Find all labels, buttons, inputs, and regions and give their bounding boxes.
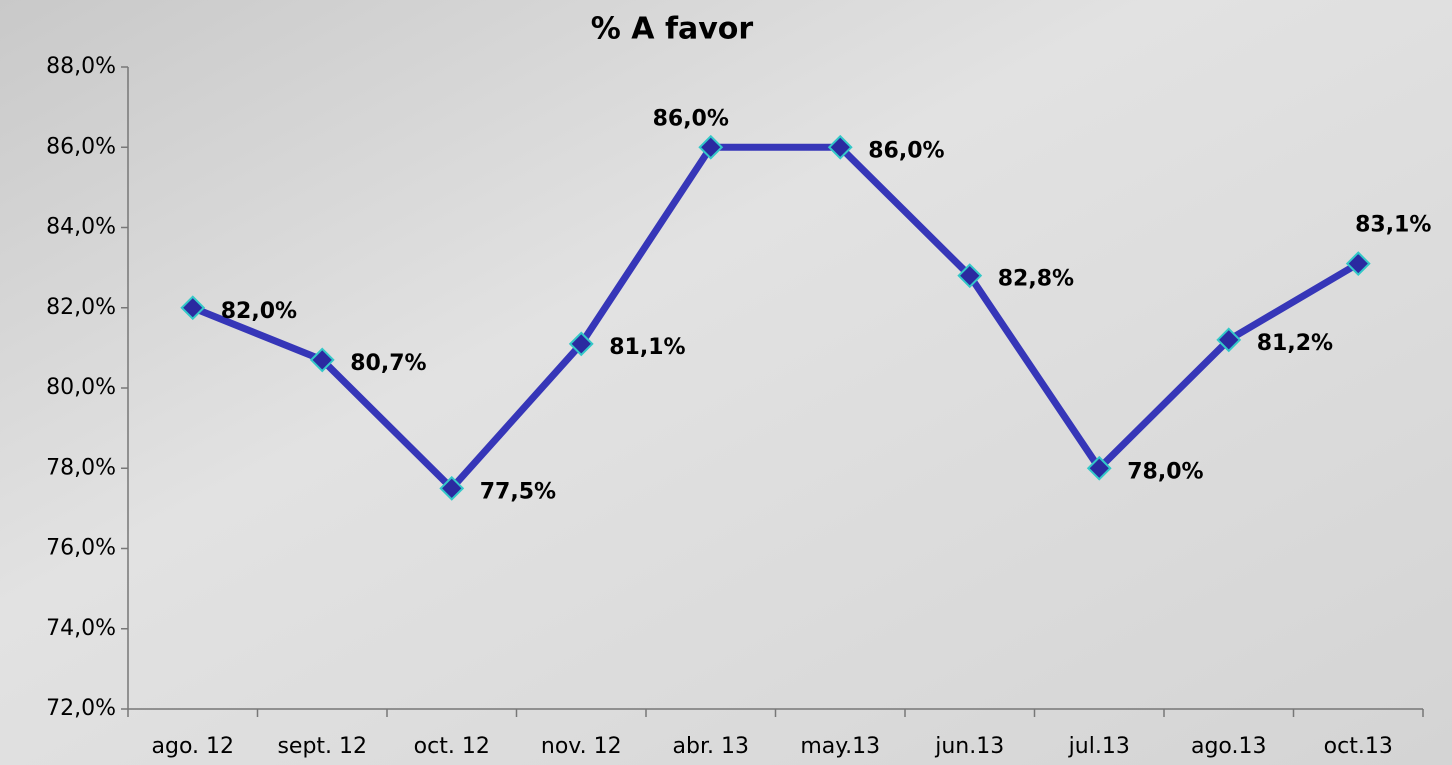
value-label: 80,7%	[350, 351, 426, 376]
x-tick-label: ago. 12	[152, 734, 235, 759]
marker	[1216, 327, 1242, 353]
x-tick-label: jul.13	[1068, 734, 1130, 759]
value-label: 86,0%	[868, 138, 944, 163]
marker	[698, 134, 724, 160]
marker	[309, 347, 335, 373]
value-label: 81,1%	[609, 335, 685, 360]
data-line	[191, 143, 1361, 492]
x-tick-label: sept. 12	[277, 734, 367, 759]
value-label: 82,0%	[221, 299, 297, 324]
marker	[1345, 251, 1371, 277]
x-tick-label: oct.13	[1324, 734, 1393, 759]
chart-title: % A favor	[591, 12, 754, 47]
y-tick-label: 76,0%	[46, 536, 116, 561]
marker	[957, 263, 983, 289]
y-tick-label: 80,0%	[46, 375, 116, 400]
marker	[568, 331, 594, 357]
value-label: 77,5%	[480, 479, 556, 504]
x-tick-label: oct. 12	[414, 734, 490, 759]
x-tick-label: nov. 12	[541, 734, 622, 759]
y-tick-label: 84,0%	[46, 215, 116, 240]
y-tick-label: 82,0%	[46, 295, 116, 320]
y-tick-label: 78,0%	[46, 455, 116, 480]
x-tick-label: abr. 13	[673, 734, 749, 759]
y-tick-label: 72,0%	[46, 696, 116, 721]
value-label: 81,2%	[1257, 331, 1333, 356]
marker	[1086, 455, 1112, 481]
x-tick-label: ago.13	[1191, 734, 1267, 759]
marker	[827, 134, 853, 160]
marker	[180, 295, 206, 321]
value-label: 86,0%	[653, 106, 729, 131]
x-tick-label: may.13	[800, 734, 880, 759]
value-label: 82,8%	[998, 267, 1074, 292]
y-tick-label: 74,0%	[46, 616, 116, 641]
y-tick-label: 86,0%	[46, 134, 116, 159]
value-label: 78,0%	[1127, 459, 1203, 484]
value-label: 83,1%	[1355, 213, 1431, 238]
y-tick-label: 88,0%	[46, 54, 116, 79]
marker	[439, 475, 465, 501]
x-tick-label: jun.13	[934, 734, 1004, 759]
